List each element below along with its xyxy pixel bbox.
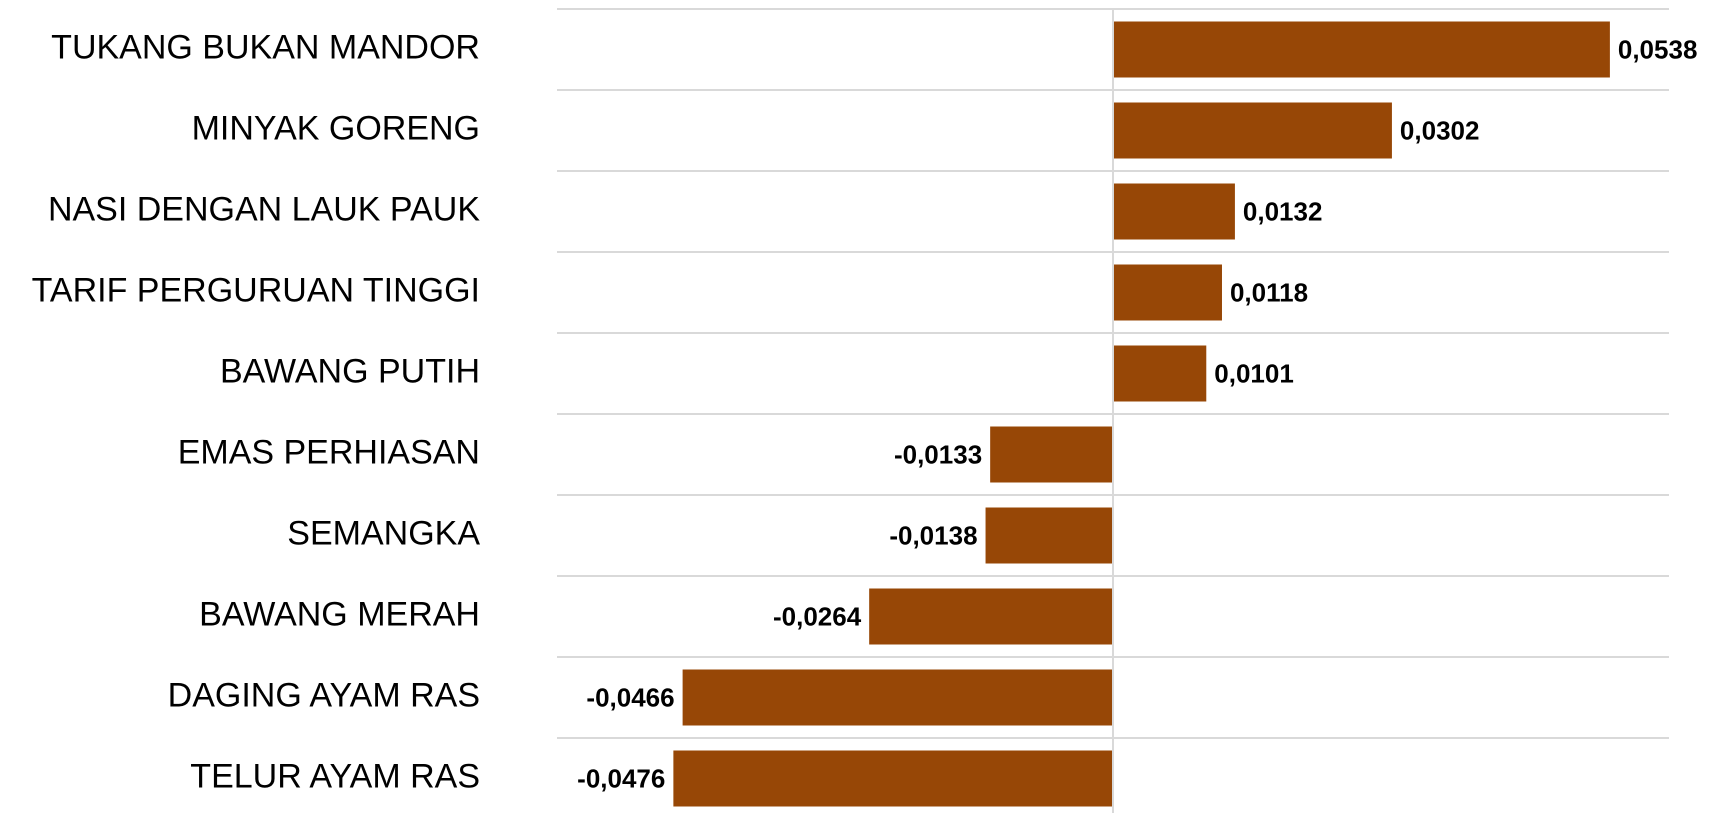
category-label: TUKANG BUKAN MANDOR [51,28,480,66]
bar [682,669,1113,726]
category-labels: TUKANG BUKAN MANDOR MINYAK GORENG NASI DEN… [32,28,481,795]
bar [1113,102,1392,159]
category-label: SEMANGKA [287,514,480,552]
category-label: NASI DENGAN LAUK PAUK [48,190,480,228]
value-label: 0,0118 [1230,277,1308,307]
bar [1113,345,1207,402]
category-label: EMAS PERHIASAN [178,433,480,471]
category-label: TARIF PERGURUAN TINGGI [32,271,480,309]
value-label: -0,0466 [586,682,674,712]
bar [673,750,1113,807]
value-label: -0,0476 [577,763,665,793]
category-label: TELUR AYAM RAS [190,757,480,795]
category-label: MINYAK GORENG [192,109,480,147]
value-label: -0,0138 [889,520,977,550]
value-label: 0,0132 [1243,196,1323,226]
value-label: -0,0264 [773,601,862,631]
value-labels: 0,0538 0,0302 0,0132 0,0118 0,0101 -0,0133 -0,… [577,34,1697,793]
category-label: BAWANG PUTIH [220,352,480,390]
category-label: BAWANG MERAH [199,595,480,633]
value-label: 0,0101 [1214,358,1294,388]
bar [1113,264,1222,321]
value-label: 0,0538 [1618,34,1698,64]
bars [673,21,1610,807]
bar [990,426,1113,483]
bar [985,507,1113,564]
bar [1113,183,1235,240]
bar [869,588,1113,645]
value-label: 0,0302 [1400,115,1480,145]
category-label: DAGING AYAM RAS [168,676,480,714]
value-label: -0,0133 [894,439,982,469]
bar [1113,21,1610,78]
